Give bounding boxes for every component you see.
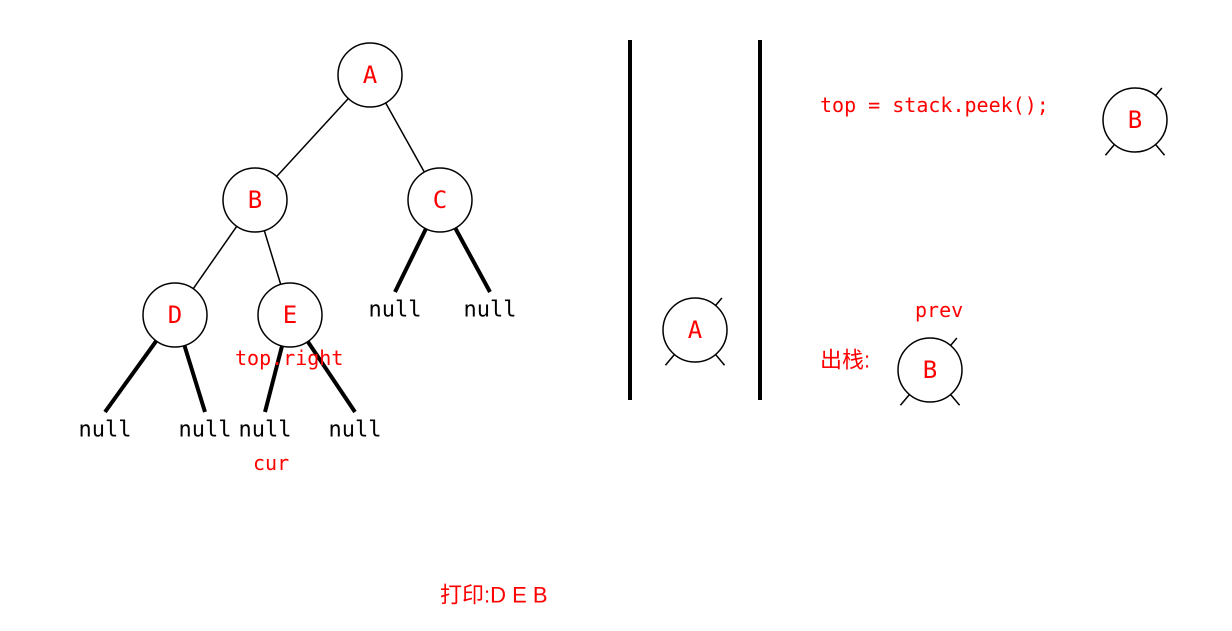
svg-text:C: C: [433, 186, 447, 214]
diagram-canvas: null null null null null null A B C D E top.right…: [0, 0, 1232, 631]
code-peek: top = stack.peek();: [820, 93, 1049, 117]
svg-text:B: B: [923, 356, 937, 384]
label-pop: 出栈:: [820, 348, 870, 373]
tree-node-D: D: [143, 283, 207, 347]
label-prev: prev: [915, 298, 963, 322]
print-output: 打印:D E B: [440, 583, 548, 608]
tree-node-B: B: [223, 168, 287, 232]
tree-nodes: A B C D E: [143, 43, 472, 347]
annotation-top-right: top.right: [235, 346, 343, 370]
svg-text:E: E: [283, 301, 297, 329]
stack-node-A: A: [663, 298, 727, 365]
stack-container: A: [630, 40, 760, 400]
null-leaf: null: [369, 298, 422, 323]
svg-text:B: B: [1128, 106, 1142, 134]
svg-text:A: A: [363, 61, 378, 89]
tree-node-A: A: [338, 43, 402, 107]
svg-text:A: A: [688, 316, 703, 344]
svg-text:B: B: [248, 186, 262, 214]
tree-node-E: E: [258, 283, 322, 347]
null-leaf: null: [179, 418, 232, 443]
null-leaf: null: [239, 418, 292, 443]
annotation-cur: cur: [253, 451, 289, 475]
peek-node: B: [1103, 88, 1167, 155]
pop-node: B: [898, 338, 962, 405]
null-leaf: null: [464, 298, 517, 323]
null-leaf: null: [79, 418, 132, 443]
null-leaf: null: [329, 418, 382, 443]
svg-text:D: D: [168, 301, 182, 329]
tree-node-C: C: [408, 168, 472, 232]
